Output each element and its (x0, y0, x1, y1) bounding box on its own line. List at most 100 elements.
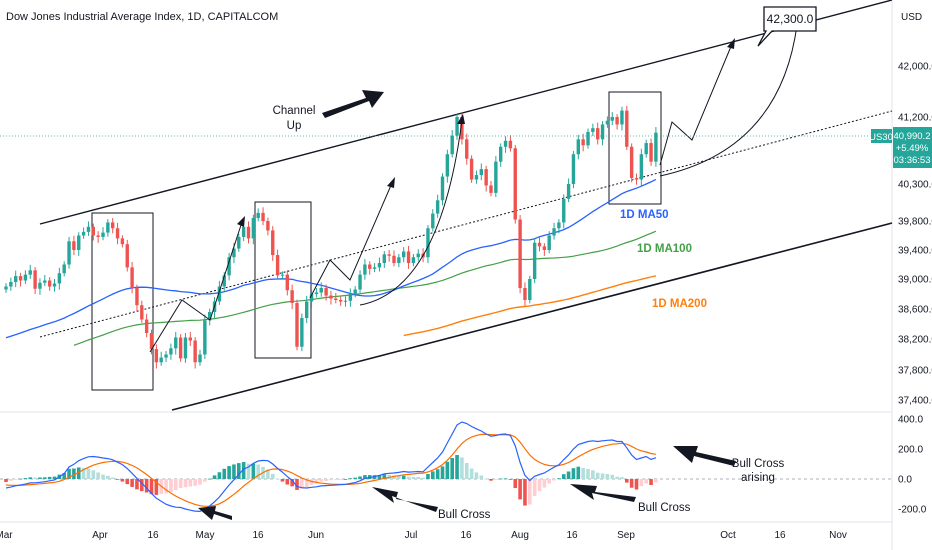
candle (358, 270, 362, 294)
bull-cross-label-1: Bull Cross (438, 509, 491, 521)
histogram-bar (217, 472, 222, 479)
histogram-bar (43, 477, 47, 479)
price-badge[interactable] (893, 127, 932, 168)
candle (562, 194, 566, 229)
histogram-bar (484, 478, 488, 480)
candle (571, 150, 576, 189)
histogram-bar (464, 462, 469, 479)
histogram-bar (532, 479, 537, 496)
pattern-box-1[interactable] (91, 212, 154, 391)
time-axis[interactable]: Mar Apr 16 May 16 Jun Jul 16 Aug 16 Sep Oct 16 Nov (0, 530, 847, 541)
histogram-bar (67, 468, 71, 479)
histogram-bar (120, 479, 125, 482)
ma200-label: 1D MA200 (652, 298, 707, 310)
candle (363, 259, 367, 280)
target-callout[interactable]: 42,300.0 (757, 6, 817, 47)
histogram-bar (193, 479, 197, 486)
candle (654, 127, 658, 167)
macd-signal-line[interactable] (5, 433, 656, 507)
histogram-bar (469, 468, 474, 479)
histogram-bar (144, 479, 149, 493)
histogram-bar (474, 472, 479, 479)
histogram-bar (241, 462, 246, 479)
histogram-bar (571, 468, 576, 479)
projection-path-2[interactable] (309, 182, 393, 299)
projection-path-1[interactable] (149, 221, 243, 353)
histogram-bar (358, 476, 362, 479)
candle (343, 296, 348, 307)
ma100-label: 1D MA100 (637, 243, 692, 255)
candle (532, 238, 537, 284)
macd-axis[interactable]: 400.0 200.0 0.0 -200.0 (898, 415, 927, 516)
candle (625, 105, 629, 151)
projection-path-3[interactable] (359, 119, 463, 306)
candle (208, 308, 212, 326)
time-tick-label: Aug (511, 530, 529, 541)
candle (479, 163, 483, 181)
candle (503, 136, 508, 153)
histogram-bar (125, 479, 130, 485)
histogram-bar (581, 467, 585, 479)
symbol-tag[interactable] (871, 129, 892, 143)
histogram-bar (300, 479, 304, 489)
bull-cross-arrowing-arrow[interactable] (673, 446, 736, 466)
time-tick-label: 16 (460, 530, 472, 541)
histogram-bar (494, 479, 498, 480)
candle (188, 331, 192, 346)
candle (227, 252, 231, 281)
ma50-line[interactable] (5, 178, 657, 339)
ma100-line[interactable] (73, 230, 657, 346)
candle (411, 253, 416, 267)
candle (169, 343, 173, 360)
bull-cross-arrow-1[interactable] (372, 487, 438, 512)
pattern-box-3[interactable] (608, 91, 662, 205)
candle (610, 112, 614, 125)
candle (251, 214, 256, 245)
candle (120, 235, 125, 248)
channel-mid-line[interactable] (39, 110, 893, 338)
candle (528, 275, 532, 304)
time-tick-label: Apr (92, 530, 108, 541)
histogram-bar (110, 477, 115, 479)
projection-path-4[interactable] (659, 43, 733, 166)
bottom-arrow-partial[interactable] (198, 506, 232, 520)
candle (494, 156, 498, 198)
histogram-bar (329, 479, 333, 481)
histogram-bar (557, 478, 561, 480)
histogram-bar (130, 479, 134, 487)
price-tick-label: 39,000.0 (898, 275, 932, 286)
ma200-line[interactable] (403, 275, 657, 337)
histogram-bar (498, 478, 503, 480)
candle (57, 267, 62, 290)
projection-path-5[interactable] (659, 24, 798, 177)
last-price-value: 40,990.2 (894, 131, 931, 142)
candle (465, 133, 469, 165)
candle (469, 155, 474, 183)
candle (28, 264, 32, 279)
candle (435, 194, 440, 218)
histogram-bar (227, 466, 231, 479)
price-axis[interactable]: 42,000.0 41,200.0 40,300.0 39,800.0 39,400.0… (898, 62, 932, 407)
candle (591, 123, 595, 137)
projection-paths[interactable] (149, 24, 798, 353)
candle (314, 288, 319, 298)
histogram-bar (552, 479, 556, 481)
candle (178, 334, 183, 362)
channel-lower-line[interactable] (171, 222, 893, 411)
histogram-bar (295, 479, 299, 490)
candle (125, 239, 129, 272)
candle (23, 270, 28, 284)
channel-up-arrow[interactable] (322, 90, 384, 118)
channel-upper-line[interactable] (39, 0, 893, 225)
histogram-bar (566, 471, 571, 479)
candle (140, 300, 144, 323)
histogram-bar (586, 468, 590, 479)
candle (96, 231, 100, 243)
candle (513, 144, 517, 224)
histogram-bar (246, 463, 251, 479)
pattern-box-2[interactable] (254, 201, 312, 359)
bull-cross-arrow-2[interactable] (570, 484, 636, 502)
macd-line[interactable] (5, 421, 657, 513)
price-tick-label: 37,800.0 (898, 366, 932, 377)
